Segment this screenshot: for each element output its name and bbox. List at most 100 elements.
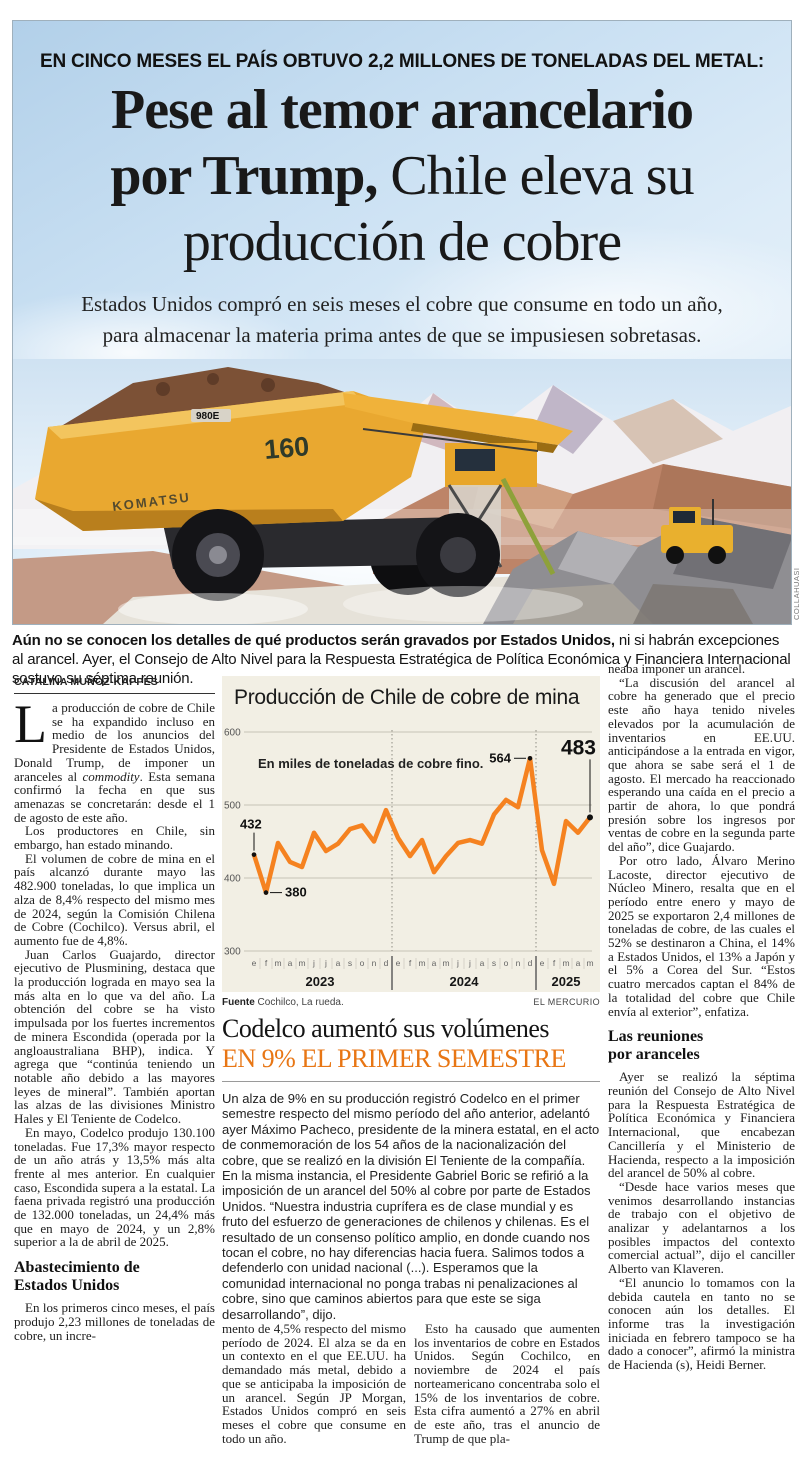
load-rock [156,382,170,396]
paragraph: Esto ha causado que aumenten los inventa… [414,1322,600,1446]
subarticle-headline-orange: EN 9% EL PRIMER SEMESTRE [222,1044,566,1073]
section-heading-reuniones: Las reuniones por aranceles [608,1028,704,1063]
paragraph: Ayer se realizó la séptima reunión del C… [608,1069,795,1181]
section-heading-abastecimiento: Abastecimiento de Estados Unidos [14,1259,140,1294]
svg-text:a: a [336,958,341,968]
dust [343,586,583,622]
subarticle: Codelco aumentó sus volúmenes EN 9% EL P… [222,1014,600,1322]
svg-text:m: m [298,958,305,968]
rule [222,1081,600,1082]
headline-line-1: Pese al temor arancelario [111,79,694,141]
agency-credit: EL MERCURIO [533,997,600,1007]
paragraph: En la misma instancia, el Presidente Gab… [222,1168,591,1322]
main-headline: Pese al temor arancelario por Trump, Chi… [13,77,791,275]
rock-facet [513,584,653,624]
svg-text:e: e [540,958,545,968]
chart-title: Producción de Chile de cobre de mina [234,686,580,709]
paragraph: Un alza de 9% en su producción registró … [222,1091,600,1168]
front-wheel-center [209,546,227,564]
svg-text:s: s [492,958,496,968]
svg-text:e: e [396,958,401,968]
svg-text:f: f [265,958,268,968]
svg-text:a: a [288,958,293,968]
boarding-ladder [500,477,556,576]
paragraph: Los productores en Chile, sin embargo, h… [14,823,215,853]
svg-text:j: j [312,958,315,968]
paragraph: mento de 4,5% respecto del mismo período… [222,1322,406,1446]
paragraph: “El anuncio lo tomamos con la debida cau… [608,1274,795,1373]
svg-text:m: m [274,958,281,968]
photo-credit: COLLAHUASI [792,567,801,620]
svg-text:f: f [409,958,412,968]
paragraph: “Desde hace varios meses que venimos des… [608,1178,795,1277]
kicker: EN CINCO MESES EL PAÍS OBTUVO 2,2 MILLON… [39,51,764,72]
article-column-mid-b: Esto ha causado que aumenten los inventa… [414,1322,600,1472]
svg-text:380: 380 [285,885,307,900]
svg-text:500: 500 [224,801,241,812]
svg-text:m: m [562,958,569,968]
svg-text:j: j [468,958,471,968]
svg-text:600: 600 [224,728,241,739]
rear-wheel-hub [440,537,476,573]
paragraph: En los primeros cinco meses, el país pro… [14,1300,215,1343]
svg-text:n: n [516,958,521,968]
svg-text:d: d [528,958,533,968]
svg-text:2023: 2023 [306,974,335,989]
vehicle-wheel [708,546,726,564]
subarticle-body: Un alza de 9% en su producción registró … [222,1091,600,1322]
svg-text:400: 400 [224,874,241,885]
masthead-sky-block: EN CINCO MESES EL PAÍS OBTUVO 2,2 MILLON… [12,20,792,625]
svg-text:m: m [418,958,425,968]
photo-caption: Aún no se conocen los detalles de qué pr… [12,632,791,687]
svg-text:483: 483 [561,736,596,759]
paragraph: El volumen de cobre de mina en el país a… [14,850,215,948]
paragraph: En mayo, Codelco produjo 130.100 tonelad… [14,1124,215,1250]
vehicle-window [673,511,695,523]
headline-line-3: producción de cobre [182,211,622,273]
subarticle-headline-black: Codelco aumentó sus volúmenes [222,1014,550,1043]
copper-production-chart: 600 500 400 300 En miles de toneladas de cob… [224,728,596,990]
headline-line-2: por Trump, Chile eleva su [110,145,694,207]
chart-source-row: Fuente Cochilco, La rueda. EL MERCURIO [222,997,600,1008]
truck-model-label: 980E [196,411,220,422]
svg-text:300: 300 [224,947,241,958]
truck-canopy [343,393,573,445]
svg-text:o: o [504,958,509,968]
svg-text:j: j [324,958,327,968]
svg-text:n: n [372,958,377,968]
chart-source: Fuente Cochilco, La rueda. [222,997,344,1008]
paragraph: Juan Carlos Guajardo, director ejecutivo… [14,946,215,1127]
svg-text:d: d [384,958,389,968]
support-vehicle [661,499,733,564]
svg-text:m: m [586,958,593,968]
svg-text:s: s [348,958,352,968]
vehicle-wheel [666,546,684,564]
rock-facet [633,584,753,624]
paragraph: “La discusión del arancel al cobre ha ge… [608,674,795,855]
svg-text:2024: 2024 [450,974,480,989]
model-plate [191,409,231,422]
haul-truck: 980E KOMATSU 160 [35,367,583,624]
article-column-right: neaba imponer un arancel. “La discusión … [608,662,795,1470]
chart-block: Producción de Chile de cobre de mina 600… [222,676,600,992]
dust [118,593,308,624]
drop-cap: L [14,701,47,754]
svg-text:432: 432 [240,817,262,832]
rock-facet [558,531,638,584]
subheadline: Estados Unidos compró en seis meses el c… [81,292,723,347]
load-rock [207,373,219,385]
svg-text:a: a [480,958,485,968]
svg-text:a: a [432,958,437,968]
svg-text:564: 564 [489,750,511,765]
truck-number-label: 160 [263,431,311,465]
svg-text:e: e [252,958,257,968]
article-column-mid-a: mento de 4,5% respecto del mismo período… [222,1322,406,1472]
paragraph: Por otro lado, Álvaro Merino Lacoste, di… [608,852,795,1019]
cab-window [455,449,495,471]
mine-photo: 980E KOMATSU 160 [13,359,791,624]
svg-text:2025: 2025 [552,974,581,989]
load-rock [261,378,275,392]
byline: CATALINA MUÑOZ-KAPPES [14,676,215,694]
